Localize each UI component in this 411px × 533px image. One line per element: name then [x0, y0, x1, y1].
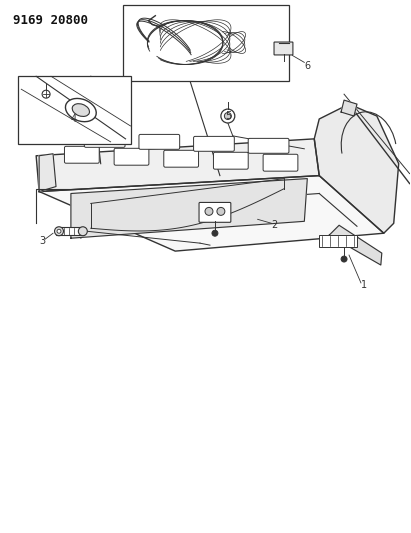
Circle shape — [57, 229, 61, 233]
Polygon shape — [39, 175, 384, 251]
Circle shape — [224, 112, 231, 119]
FancyBboxPatch shape — [248, 139, 289, 154]
FancyBboxPatch shape — [84, 132, 125, 147]
Ellipse shape — [65, 99, 96, 122]
Text: 3: 3 — [39, 236, 45, 246]
Bar — [18, 76, 131, 144]
Circle shape — [221, 109, 235, 123]
Bar — [319, 235, 357, 247]
Text: 2: 2 — [272, 220, 278, 230]
Text: 5: 5 — [225, 111, 231, 121]
Ellipse shape — [72, 104, 90, 116]
Circle shape — [79, 227, 87, 236]
FancyBboxPatch shape — [114, 148, 149, 165]
FancyBboxPatch shape — [274, 42, 293, 55]
FancyBboxPatch shape — [213, 152, 248, 169]
Text: 9169 20800: 9169 20800 — [13, 14, 88, 27]
Bar — [56, 227, 84, 235]
FancyBboxPatch shape — [263, 154, 298, 171]
FancyBboxPatch shape — [199, 203, 231, 222]
FancyBboxPatch shape — [164, 150, 199, 167]
Circle shape — [212, 230, 218, 236]
Text: 6: 6 — [304, 61, 310, 71]
Text: 4: 4 — [71, 114, 77, 124]
Polygon shape — [314, 104, 399, 233]
Circle shape — [205, 207, 213, 215]
Polygon shape — [329, 225, 382, 265]
FancyBboxPatch shape — [194, 136, 234, 151]
Circle shape — [55, 227, 63, 236]
FancyBboxPatch shape — [139, 134, 180, 149]
Circle shape — [217, 207, 225, 215]
Polygon shape — [39, 154, 56, 191]
Circle shape — [42, 90, 50, 98]
Text: 1: 1 — [361, 280, 367, 290]
FancyBboxPatch shape — [65, 147, 99, 163]
Circle shape — [341, 256, 347, 262]
Bar — [122, 5, 289, 81]
Polygon shape — [341, 100, 357, 116]
Polygon shape — [36, 139, 319, 191]
Polygon shape — [71, 179, 307, 238]
